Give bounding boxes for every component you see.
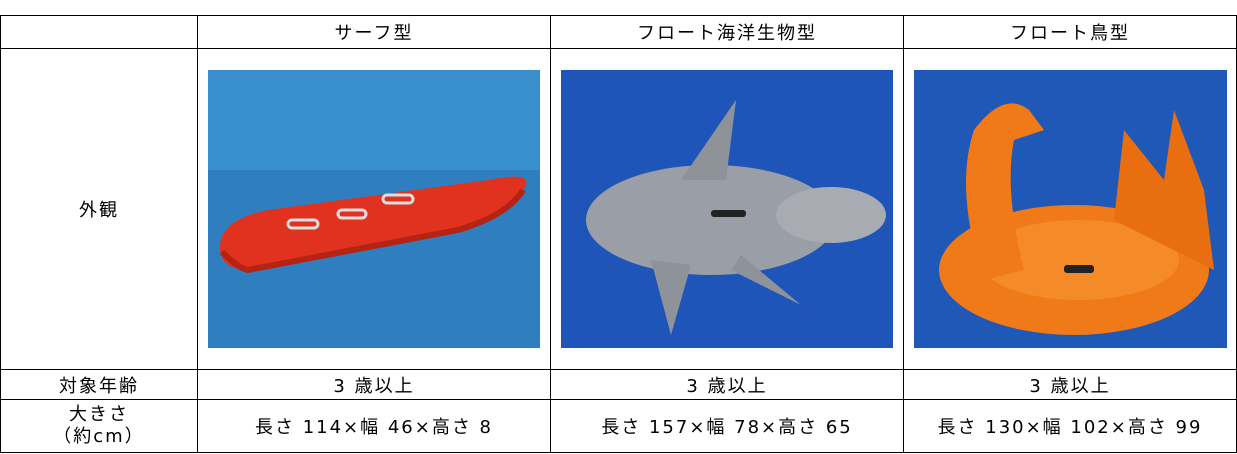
corner-cell: [0, 15, 198, 49]
header-cell: フロート鳥型: [903, 15, 1237, 49]
image-cell: [550, 48, 904, 370]
label-line: 外観: [79, 200, 119, 221]
dolphin-photo: [561, 70, 893, 348]
row-label: 対象年齢: [0, 369, 198, 400]
label-line: （約cm）: [53, 426, 145, 447]
size-row: 大きさ （約cm） 長さ 114×幅 46×高さ 8 長さ 157×幅 78×高さ…: [0, 399, 1237, 453]
swan-photo: [913, 70, 1227, 348]
header-cell: フロート海洋生物型: [550, 15, 904, 49]
label-line: 大きさ: [69, 404, 129, 425]
surf-photo: [208, 70, 540, 348]
cell: 長さ 157×幅 78×高さ 65: [550, 399, 904, 453]
product-table: サーフ型 フロート海洋生物型 フロート鳥型 外観: [0, 15, 1237, 453]
label-line: 対象年齢: [59, 375, 139, 397]
cell: 3 歳以上: [903, 369, 1237, 400]
cell: 3 歳以上: [197, 369, 551, 400]
image-cell: [903, 48, 1237, 370]
header-cell: サーフ型: [197, 15, 551, 49]
row-label: 大きさ （約cm）: [0, 399, 198, 453]
cell: 長さ 114×幅 46×高さ 8: [197, 399, 551, 453]
cell: 長さ 130×幅 102×高さ 99: [903, 399, 1237, 453]
age-row: 対象年齢 3 歳以上 3 歳以上 3 歳以上: [0, 369, 1237, 400]
image-cell: [197, 48, 551, 370]
image-row: 外観: [0, 48, 1237, 370]
header-row: サーフ型 フロート海洋生物型 フロート鳥型: [0, 15, 1237, 49]
row-label: 外観: [0, 48, 198, 370]
cell: 3 歳以上: [550, 369, 904, 400]
